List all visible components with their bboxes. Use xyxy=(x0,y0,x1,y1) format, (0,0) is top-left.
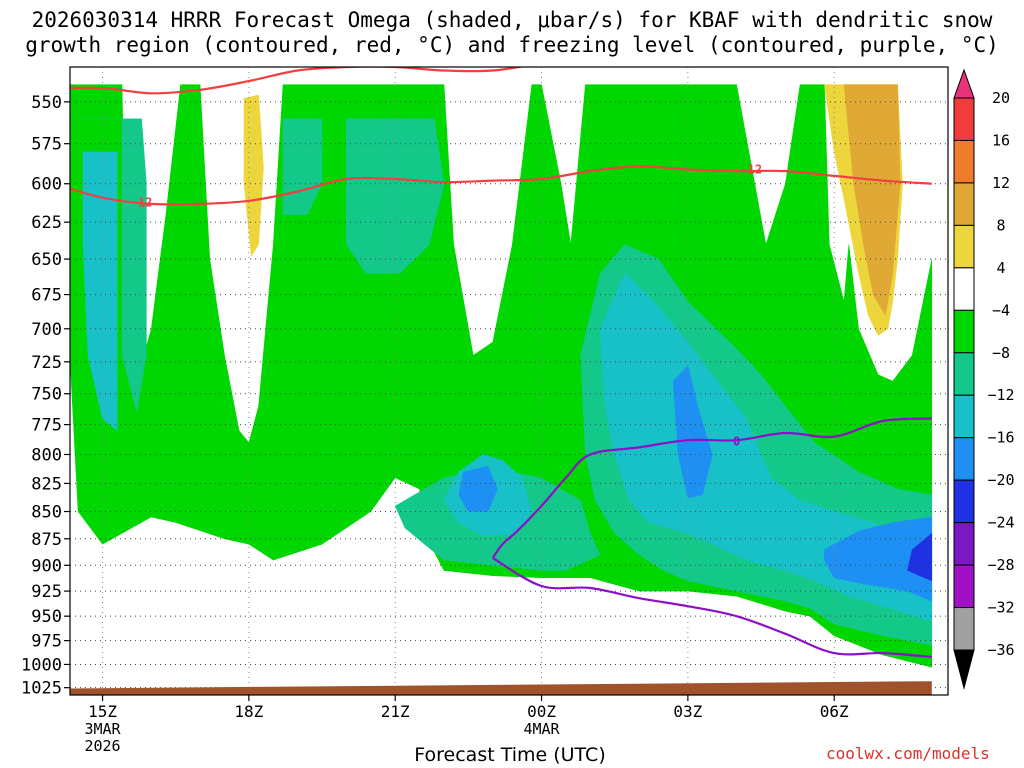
contour-lines: −12 −12 −18 0 xyxy=(70,55,932,658)
y-tick-label-700: 700 xyxy=(31,320,62,340)
colorbar-label-13: −36 xyxy=(987,641,1014,659)
colorbar-top-triangle xyxy=(953,68,975,99)
y-tick-label-925: 925 xyxy=(31,582,62,602)
omega-region-3-1 xyxy=(672,365,713,499)
y-tick-label-750: 750 xyxy=(31,385,62,405)
y-tick-label-1025: 1025 xyxy=(21,679,62,699)
colorbar-label-6: −8 xyxy=(992,344,1010,362)
contour-line-2 xyxy=(491,417,932,559)
y-tick-label-575: 575 xyxy=(31,135,62,155)
chart-title-line-2: growth region (contoured, red, °C) and f… xyxy=(25,33,999,57)
colorbar-box-11 xyxy=(953,564,975,609)
x-tick-label-27-0: 03Z xyxy=(673,702,702,721)
contour-line-1 xyxy=(70,67,526,95)
y-tick-label-650: 650 xyxy=(31,250,62,270)
colorbar-box-3 xyxy=(953,224,975,269)
x-tick-label-18-0: 18Z xyxy=(234,702,263,721)
y-tick-label-800: 800 xyxy=(31,445,62,465)
y-tick-label-675: 675 xyxy=(31,286,62,306)
omega-region-1-2 xyxy=(346,118,445,274)
colorbar-label-0: 20 xyxy=(992,89,1010,107)
colorbar-label-4: 4 xyxy=(996,259,1005,277)
y-axis: 550 575 600 625 650 675 700 725 750 775 800 825 850 8… xyxy=(21,93,70,699)
y-tick-label-975: 975 xyxy=(31,632,62,652)
y-tick-label-900: 900 xyxy=(31,556,62,576)
contour-label-0: −12 xyxy=(131,195,153,209)
contour-label-2: −18 xyxy=(740,55,762,69)
colorbar: 20 16 12 8 4 −4 −8 −12 −16 −20 −24 −28 −32 −36 xyxy=(953,68,1015,690)
colorbar-label-11: −28 xyxy=(987,556,1014,574)
omega-region-3-0 xyxy=(458,465,498,512)
colorbar-box-6 xyxy=(953,352,975,396)
y-tick-label-875: 875 xyxy=(31,530,62,550)
plot-frame xyxy=(69,66,949,696)
chart-title-line-1: 2026030314 HRRR Forecast Omega (shaded, … xyxy=(31,8,993,32)
colorbar-box-5 xyxy=(953,309,975,354)
y-tick-label-1000: 1000 xyxy=(21,655,62,675)
colorbar-box-10 xyxy=(953,522,975,566)
omega-region-6-0 xyxy=(843,84,901,317)
omega-region-3-2 xyxy=(824,516,933,602)
colorbar-label-5: −4 xyxy=(992,301,1010,319)
colorbar-box-1 xyxy=(953,139,975,184)
y-tick-label-600: 600 xyxy=(31,175,62,195)
contour-line-0 xyxy=(70,165,932,206)
y-tick-label-775: 775 xyxy=(31,416,62,436)
x-tick-label-21-0: 21Z xyxy=(381,702,410,721)
y-tick-label-850: 850 xyxy=(31,503,62,523)
omega-region-2-0 xyxy=(82,151,118,432)
colorbar-box-4 xyxy=(953,267,975,311)
x-tick-label-24-0: 00Z xyxy=(527,702,556,721)
colorbar-box-12 xyxy=(953,607,975,651)
colorbar-box-9 xyxy=(953,479,975,524)
credit-text: coolwx.com/models xyxy=(826,744,990,763)
terrain-fill xyxy=(70,681,932,695)
y-tick-label-725: 725 xyxy=(31,353,62,373)
y-tick-label-550: 550 xyxy=(31,93,62,113)
colorbar-label-10: −24 xyxy=(987,514,1014,532)
terrain-polygon xyxy=(70,681,932,695)
y-tick-label-950: 950 xyxy=(31,607,62,627)
colorbar-label-2: 12 xyxy=(992,174,1010,192)
omega-region-1-0 xyxy=(78,118,147,413)
colorbar-box-7 xyxy=(953,394,975,439)
x-tick-label-15-2: 2026 xyxy=(84,737,120,755)
x-tick-label-24-1: 4MAR xyxy=(523,720,560,738)
colorbar-label-9: −20 xyxy=(987,471,1014,489)
colorbar-box-0 xyxy=(953,97,975,141)
contour-label-3: 0 xyxy=(733,434,740,448)
colorbar-box-2 xyxy=(953,182,975,226)
y-tick-label-825: 825 xyxy=(31,474,62,494)
colorbar-bottom-triangle xyxy=(953,649,975,690)
x-axis-label: Forecast Time (UTC) xyxy=(414,744,606,766)
colorbar-label-1: 16 xyxy=(992,131,1010,149)
colorbar-label-7: −12 xyxy=(987,386,1014,404)
y-tick-label-625: 625 xyxy=(31,213,62,233)
omega-region-1-1 xyxy=(282,118,323,215)
x-tick-label-15-0: 15Z xyxy=(88,702,117,721)
x-tick-label-30-0: 06Z xyxy=(820,702,849,721)
contour-label-1: −12 xyxy=(740,163,762,177)
omega-region-5-0 xyxy=(243,94,264,257)
colorbar-label-8: −16 xyxy=(987,429,1014,447)
colorbar-label-3: 8 xyxy=(996,216,1005,234)
colorbar-label-12: −32 xyxy=(987,599,1014,617)
x-tick-label-15-1: 3MAR xyxy=(84,720,121,738)
colorbar-box-8 xyxy=(953,437,975,481)
contour-line-3 xyxy=(492,557,932,658)
omega-shaded-field xyxy=(70,84,933,668)
